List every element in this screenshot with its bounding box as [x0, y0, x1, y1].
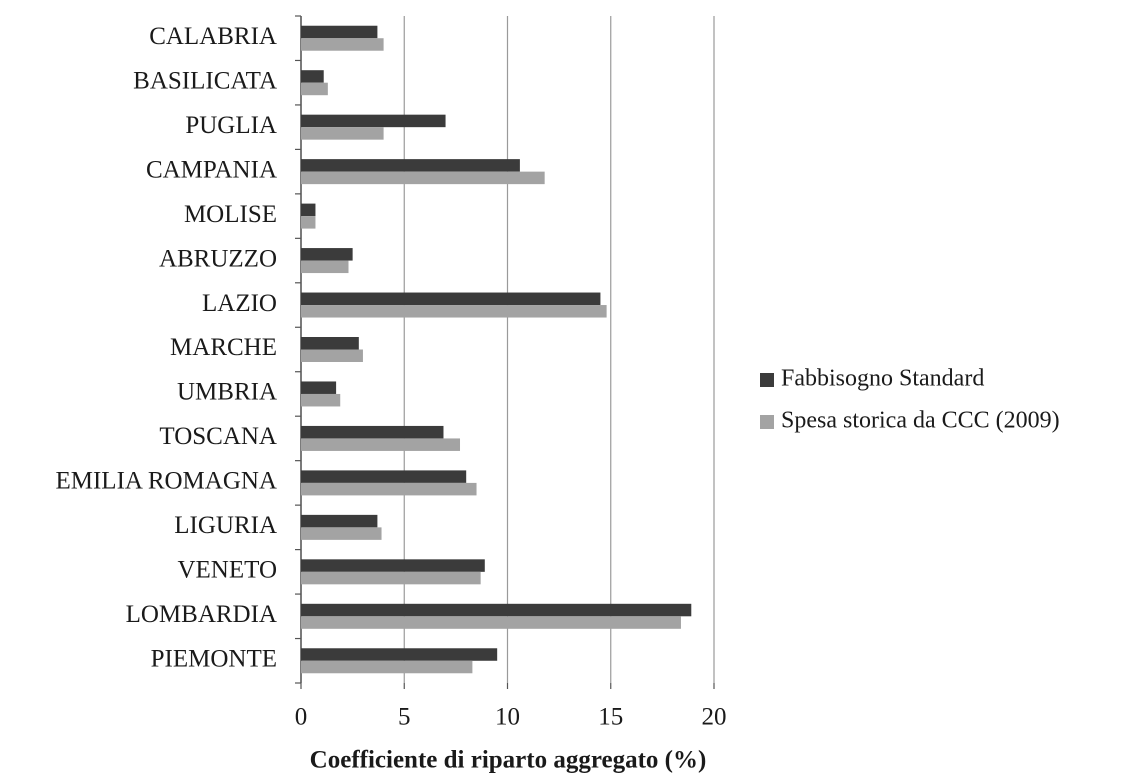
legend-swatch [760, 415, 774, 429]
x-tick-label: 5 [398, 704, 411, 731]
y-tick-label: LOMBARDIA [126, 601, 277, 628]
bar [301, 248, 353, 261]
bar [301, 38, 384, 51]
bar [301, 393, 341, 407]
bar [301, 25, 378, 39]
bar [301, 559, 485, 572]
bar [301, 114, 446, 128]
bar [301, 616, 681, 629]
bar [301, 349, 363, 362]
x-tick-label: 10 [495, 704, 520, 731]
bar [301, 648, 498, 661]
legend-label: Spesa storica da CCC (2009) [781, 408, 1060, 434]
y-tick-label: LIGURIA [174, 512, 277, 539]
bar [301, 82, 328, 96]
y-tick-label: PUGLIA [185, 112, 277, 139]
legend-label: Fabbisogno Standard [781, 366, 984, 392]
y-tick-label: CAMPANIA [146, 156, 277, 183]
y-tick-label: LAZIO [202, 290, 277, 317]
x-axis-label: Coefficiente di riparto aggregato (%) [310, 747, 707, 774]
x-tick-label: 0 [295, 704, 308, 731]
y-tick-label: EMILIA ROMAGNA [55, 468, 277, 495]
bar [301, 438, 461, 451]
y-tick-label: UMBRIA [177, 379, 277, 406]
bar [301, 216, 316, 229]
bar [301, 260, 349, 274]
x-tick-label: 15 [598, 704, 623, 731]
bar [301, 305, 607, 318]
bar [301, 482, 477, 496]
bar [301, 70, 324, 83]
y-tick-label: MOLISE [184, 201, 277, 228]
bar [301, 425, 444, 439]
bar [301, 203, 316, 217]
x-tick-label: 20 [702, 704, 727, 731]
y-tick-label: VENETO [177, 557, 277, 584]
bar [301, 470, 467, 483]
bar [301, 603, 692, 617]
y-tick-label: MARCHE [170, 334, 277, 361]
bar [301, 571, 481, 585]
bar [301, 159, 520, 172]
bar [301, 171, 545, 185]
y-tick-label: TOSCANA [159, 423, 277, 450]
y-tick-label: PIEMONTE [151, 646, 277, 673]
legend-swatch [760, 373, 774, 387]
bar [301, 514, 378, 528]
bar [301, 292, 601, 306]
bar [301, 381, 337, 394]
y-tick-label: CALABRIA [149, 23, 277, 50]
bar [301, 660, 473, 674]
bar [301, 527, 382, 540]
y-tick-label: ABRUZZO [159, 245, 277, 272]
bar [301, 337, 359, 350]
bar [301, 127, 384, 140]
y-tick-label: BASILICATA [133, 67, 277, 94]
